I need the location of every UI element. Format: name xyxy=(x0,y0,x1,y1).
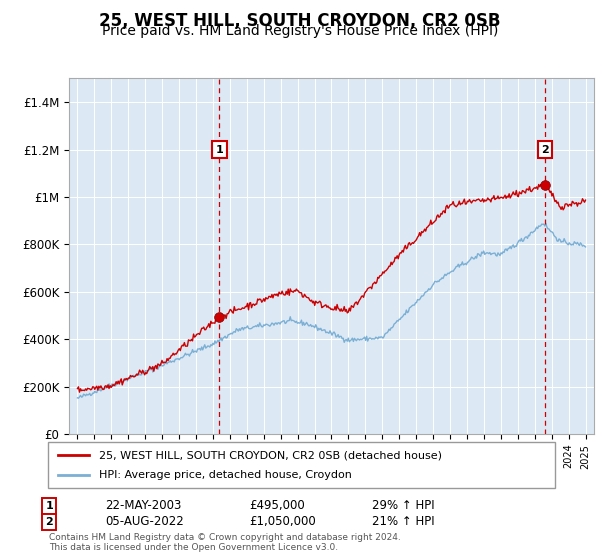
Text: Contains HM Land Registry data © Crown copyright and database right 2024.: Contains HM Land Registry data © Crown c… xyxy=(49,533,401,542)
Text: 1: 1 xyxy=(46,501,53,511)
Text: 21% ↑ HPI: 21% ↑ HPI xyxy=(372,515,434,529)
Text: 05-AUG-2022: 05-AUG-2022 xyxy=(105,515,184,529)
Text: £495,000: £495,000 xyxy=(249,499,305,512)
Text: 1: 1 xyxy=(215,144,223,155)
Text: HPI: Average price, detached house, Croydon: HPI: Average price, detached house, Croy… xyxy=(98,470,352,480)
Text: 2: 2 xyxy=(46,517,53,527)
Text: 2: 2 xyxy=(541,144,549,155)
Text: Price paid vs. HM Land Registry's House Price Index (HPI): Price paid vs. HM Land Registry's House … xyxy=(102,24,498,38)
FancyBboxPatch shape xyxy=(48,442,555,488)
Text: 25, WEST HILL, SOUTH CROYDON, CR2 0SB (detached house): 25, WEST HILL, SOUTH CROYDON, CR2 0SB (d… xyxy=(98,450,442,460)
Text: This data is licensed under the Open Government Licence v3.0.: This data is licensed under the Open Gov… xyxy=(49,543,338,552)
Text: £1,050,000: £1,050,000 xyxy=(249,515,316,529)
Text: 25, WEST HILL, SOUTH CROYDON, CR2 0SB: 25, WEST HILL, SOUTH CROYDON, CR2 0SB xyxy=(99,12,501,30)
Text: 29% ↑ HPI: 29% ↑ HPI xyxy=(372,499,434,512)
Text: 22-MAY-2003: 22-MAY-2003 xyxy=(105,499,181,512)
